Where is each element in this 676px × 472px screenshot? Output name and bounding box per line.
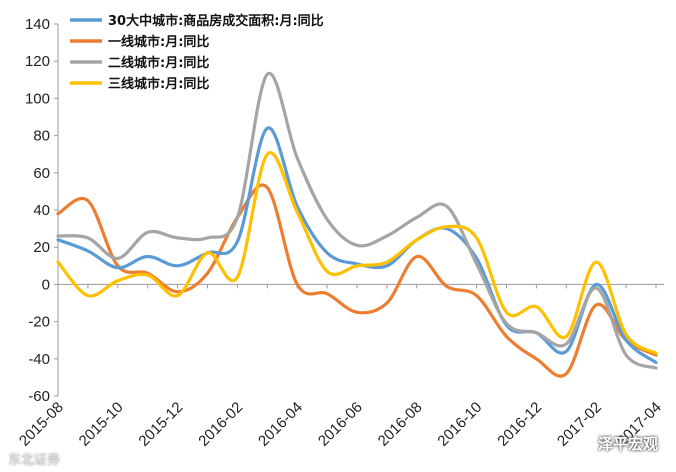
series-line-1	[56, 126, 658, 365]
y-tick-label: -20	[28, 314, 50, 331]
y-tick-label: 60	[33, 165, 50, 182]
y-tick-label: 120	[25, 53, 50, 70]
legend-label: 30大中城市:商品房成交面积:月:同比	[108, 13, 324, 29]
x-tick-label: 2015-12	[135, 399, 186, 450]
y-tick-label: 80	[33, 128, 50, 145]
x-tick-label: 2016-12	[494, 399, 545, 450]
x-tick-label: 2016-06	[315, 399, 366, 450]
x-tick-label: 2016-02	[195, 399, 246, 450]
series-line-4	[56, 151, 658, 355]
series-line-3	[56, 71, 658, 370]
y-tick-label: 140	[25, 16, 50, 33]
x-tick-label: 2015-08	[16, 399, 67, 450]
y-tick-label: -40	[28, 351, 50, 368]
watermark-right: 泽平宏观	[597, 435, 658, 453]
y-axis: 140 120 100 80 60 40 20 0 -20 -40 -60	[25, 16, 59, 405]
legend-label: 一线城市:月:同比	[108, 34, 209, 50]
legend-label: 二线城市:月:同比	[108, 55, 209, 71]
x-tick-label: 2016-04	[255, 399, 306, 450]
series-lines	[56, 71, 658, 378]
y-tick-label: -60	[28, 388, 50, 405]
watermark-left: 东北证券	[8, 453, 61, 468]
legend-label: 三线城市:月:同比	[108, 76, 209, 92]
legend: 30大中城市:商品房成交面积:月:同比一线城市:月:同比二线城市:月:同比三线城…	[70, 13, 324, 92]
y-tick-label: 0	[42, 276, 50, 293]
x-axis: 2015-08 2015-10 2015-12 2016-02 2016-04 2016-…	[16, 283, 665, 450]
y-tick-label: 40	[33, 202, 50, 219]
y-tick-label: 100	[25, 90, 50, 107]
x-tick-label: 2016-08	[375, 399, 426, 450]
y-tick-label: 20	[33, 239, 50, 256]
series-line-2	[56, 183, 658, 378]
x-tick-label: 2016-10	[434, 399, 485, 450]
x-tick-label: 2015-10	[76, 399, 127, 450]
